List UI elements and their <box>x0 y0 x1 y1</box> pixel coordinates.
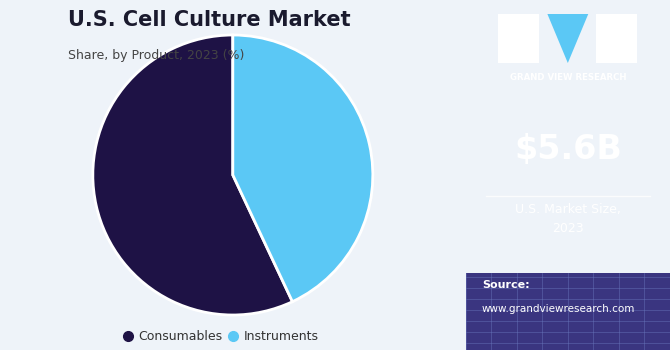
Wedge shape <box>232 35 373 302</box>
Text: GRAND VIEW RESEARCH: GRAND VIEW RESEARCH <box>510 74 626 83</box>
Text: U.S. Market Size,
2023: U.S. Market Size, 2023 <box>515 203 621 235</box>
Wedge shape <box>93 35 292 315</box>
Bar <box>596 14 637 63</box>
Bar <box>498 14 539 63</box>
Text: U.S. Cell Culture Market: U.S. Cell Culture Market <box>68 10 351 30</box>
Text: Source:: Source: <box>482 280 529 290</box>
Text: $5.6B: $5.6B <box>514 133 622 166</box>
Text: Instruments: Instruments <box>243 329 318 343</box>
Text: Consumables: Consumables <box>138 329 222 343</box>
Polygon shape <box>547 14 588 63</box>
Text: www.grandviewresearch.com: www.grandviewresearch.com <box>482 304 635 315</box>
Bar <box>466 273 670 350</box>
Text: Share, by Product, 2023 (%): Share, by Product, 2023 (%) <box>68 49 245 62</box>
